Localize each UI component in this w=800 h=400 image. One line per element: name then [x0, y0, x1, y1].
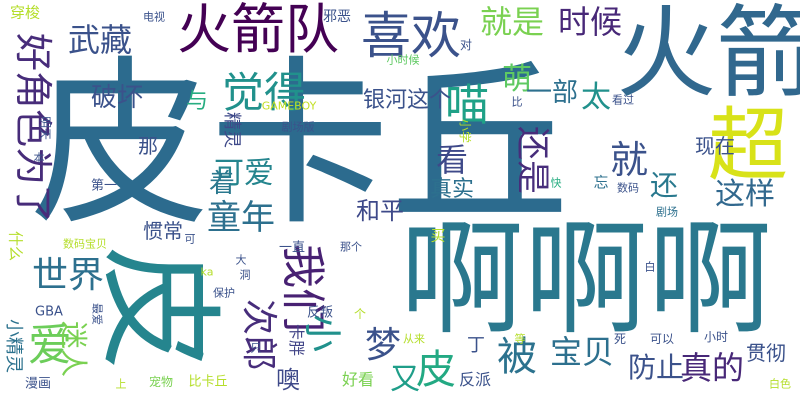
word-cloud-word-29: 童年 — [207, 198, 275, 238]
word-cloud-word-36: 次郎 — [238, 298, 279, 372]
word-cloud-word-46: 噢 — [276, 366, 300, 394]
word-cloud-word-54: 宠物 — [148, 375, 174, 389]
word-cloud-word-90: 小时 — [703, 330, 729, 344]
word-cloud-word-91: 从来 — [403, 332, 425, 346]
word-cloud-word-28: 真实 — [429, 177, 475, 202]
word-cloud-word-1: 皮卡丘 — [29, 41, 571, 250]
word-cloud-word-62-gameboy: GAMEBOY — [261, 99, 317, 113]
word-cloud-word-34: 惯常 — [143, 219, 183, 243]
word-cloud-word-27: 着 — [208, 169, 236, 199]
word-cloud-word-93: 只 — [250, 341, 262, 355]
word-cloud-word-56: 白色 — [769, 377, 791, 391]
word-cloud-word-37: 梦 — [364, 325, 402, 366]
word-cloud-word-9: 时候 — [557, 3, 623, 41]
word-cloud-word-17: 破坏 — [90, 83, 144, 113]
word-cloud-word-70: 一直 — [278, 240, 306, 256]
word-cloud-word-12: 喵 — [445, 80, 489, 131]
word-cloud-word-18: 与 — [185, 89, 209, 114]
word-cloud-word-20: 还是 — [512, 126, 552, 194]
word-cloud-word-47: 丁 — [467, 335, 485, 356]
word-cloud-word-67: 第一 — [90, 178, 118, 194]
word-cloud-word-69: 数码宝贝 — [63, 237, 107, 251]
word-cloud-word-30: 世界 — [31, 255, 105, 296]
word-cloud-word-39: 皮 — [416, 347, 456, 393]
word-cloud-word-66: 本 — [33, 151, 45, 165]
word-cloud-word-33: 和平 — [356, 197, 404, 225]
word-cloud-word-58: 电视 — [143, 10, 165, 24]
word-cloud-word-60: 对 — [459, 38, 473, 52]
word-cloud-word-57: 穿梭 — [9, 3, 41, 22]
word-cloud-word-88: 死 — [613, 332, 627, 346]
word-cloud-word-49: 反叛 — [306, 305, 334, 321]
word-cloud-word-63: 剧场版 — [281, 120, 315, 134]
word-cloud-word-74: 快 — [550, 176, 562, 190]
word-cloud-word-23: 就 — [609, 138, 649, 182]
word-cloud-word-61: 小时候 — [386, 53, 420, 67]
word-cloud-word-52: 小精灵 — [3, 319, 24, 373]
word-cloud-word-94: 上 — [115, 377, 127, 391]
word-cloud-word-10: 武藏 — [67, 21, 133, 59]
word-cloud-word-3: 超 — [708, 99, 788, 192]
word-cloud-word-75: 数码 — [617, 181, 639, 195]
word-cloud-word-26: 这样 — [715, 177, 775, 212]
word-cloud-word-59: 邪恶 — [323, 9, 351, 25]
word-cloud-word-92: 等 — [514, 332, 526, 346]
word-cloud-word-19: 银河这个 — [362, 88, 452, 113]
word-cloud-word-32: 爱 — [28, 320, 72, 371]
word-cloud-word-87: 个 — [353, 307, 367, 321]
word-cloud-word-76: 剧场 — [656, 205, 678, 219]
word-cloud-word-14: 太 — [581, 80, 611, 115]
word-cloud-word-89: 可以 — [649, 332, 675, 346]
word-cloud-word-38: 被 — [497, 334, 537, 380]
word-cloud-word-25: 现在 — [695, 134, 735, 158]
word-cloud-word-43: 贯彻 — [746, 341, 786, 365]
word-cloud-word-55: 比卡丘 — [188, 374, 228, 390]
word-cloud-word-81: 保护 — [213, 286, 235, 300]
word-cloud-word-68: 什么 — [6, 230, 25, 262]
word-cloud-word-44: 迷人 — [57, 320, 90, 378]
word-cloud-word-24: 还 — [649, 169, 679, 202]
word-cloud-word-8: 就是 — [479, 3, 545, 41]
word-cloud-word-80: 看过 — [612, 93, 634, 107]
word-cloud-word-42: 真的 — [679, 349, 745, 387]
word-cloud-word-77: 白 — [644, 260, 656, 274]
word-cloud-word-41: 防止 — [627, 351, 685, 384]
word-cloud-word-86: 洞 — [239, 268, 251, 282]
word-cloud-word-64: 精灵 — [221, 112, 242, 148]
word-cloud-word-2: 火箭 — [616, 0, 800, 112]
word-cloud-word-7: 喜欢 — [361, 7, 461, 65]
word-cloud-word-78: 小学 — [458, 118, 472, 144]
word-cloud-word-40: 宝贝 — [549, 333, 615, 371]
word-cloud-word-6: 火箭队 — [177, 0, 339, 61]
word-cloud-word-73: 忘 — [593, 173, 609, 192]
word-cloud-word-22: 看 — [435, 141, 469, 179]
word-cloud-word-83: 最爱 — [90, 303, 104, 325]
word-cloud-word-51: 反派 — [458, 370, 492, 389]
word-cloud-word-65: 那 — [138, 134, 158, 158]
word-cloud-word-45: 又 — [390, 362, 420, 397]
word-cloud-word-71: 那个 — [340, 240, 362, 254]
word-cloud-word-72: 买 — [430, 226, 446, 245]
word-cloud-word-21: 可爱 — [214, 156, 274, 191]
word-cloud-word-11: 觉得 — [221, 68, 307, 117]
word-cloud-word-82-gba: GBA — [35, 304, 63, 320]
word-cloud-word-4: 啊啊啊 — [399, 208, 773, 352]
word-cloud-word-95: 可 — [184, 232, 196, 246]
word-cloud-word-48: 卡胖 — [287, 323, 306, 357]
word-cloud-word-50: 好看 — [341, 370, 375, 389]
word-cloud-word-96: 明天 — [38, 115, 52, 141]
word-cloud-word-53: 漫画 — [24, 376, 52, 392]
word-cloud-word-85: 大 — [235, 253, 247, 267]
word-cloud-word-79: 比 — [511, 95, 523, 109]
word-cloud-word-84-ka: ka — [200, 265, 214, 279]
word-cloud-word-13: 萌 — [502, 62, 532, 97]
word-cloud-word-16: 一部 — [525, 78, 579, 108]
